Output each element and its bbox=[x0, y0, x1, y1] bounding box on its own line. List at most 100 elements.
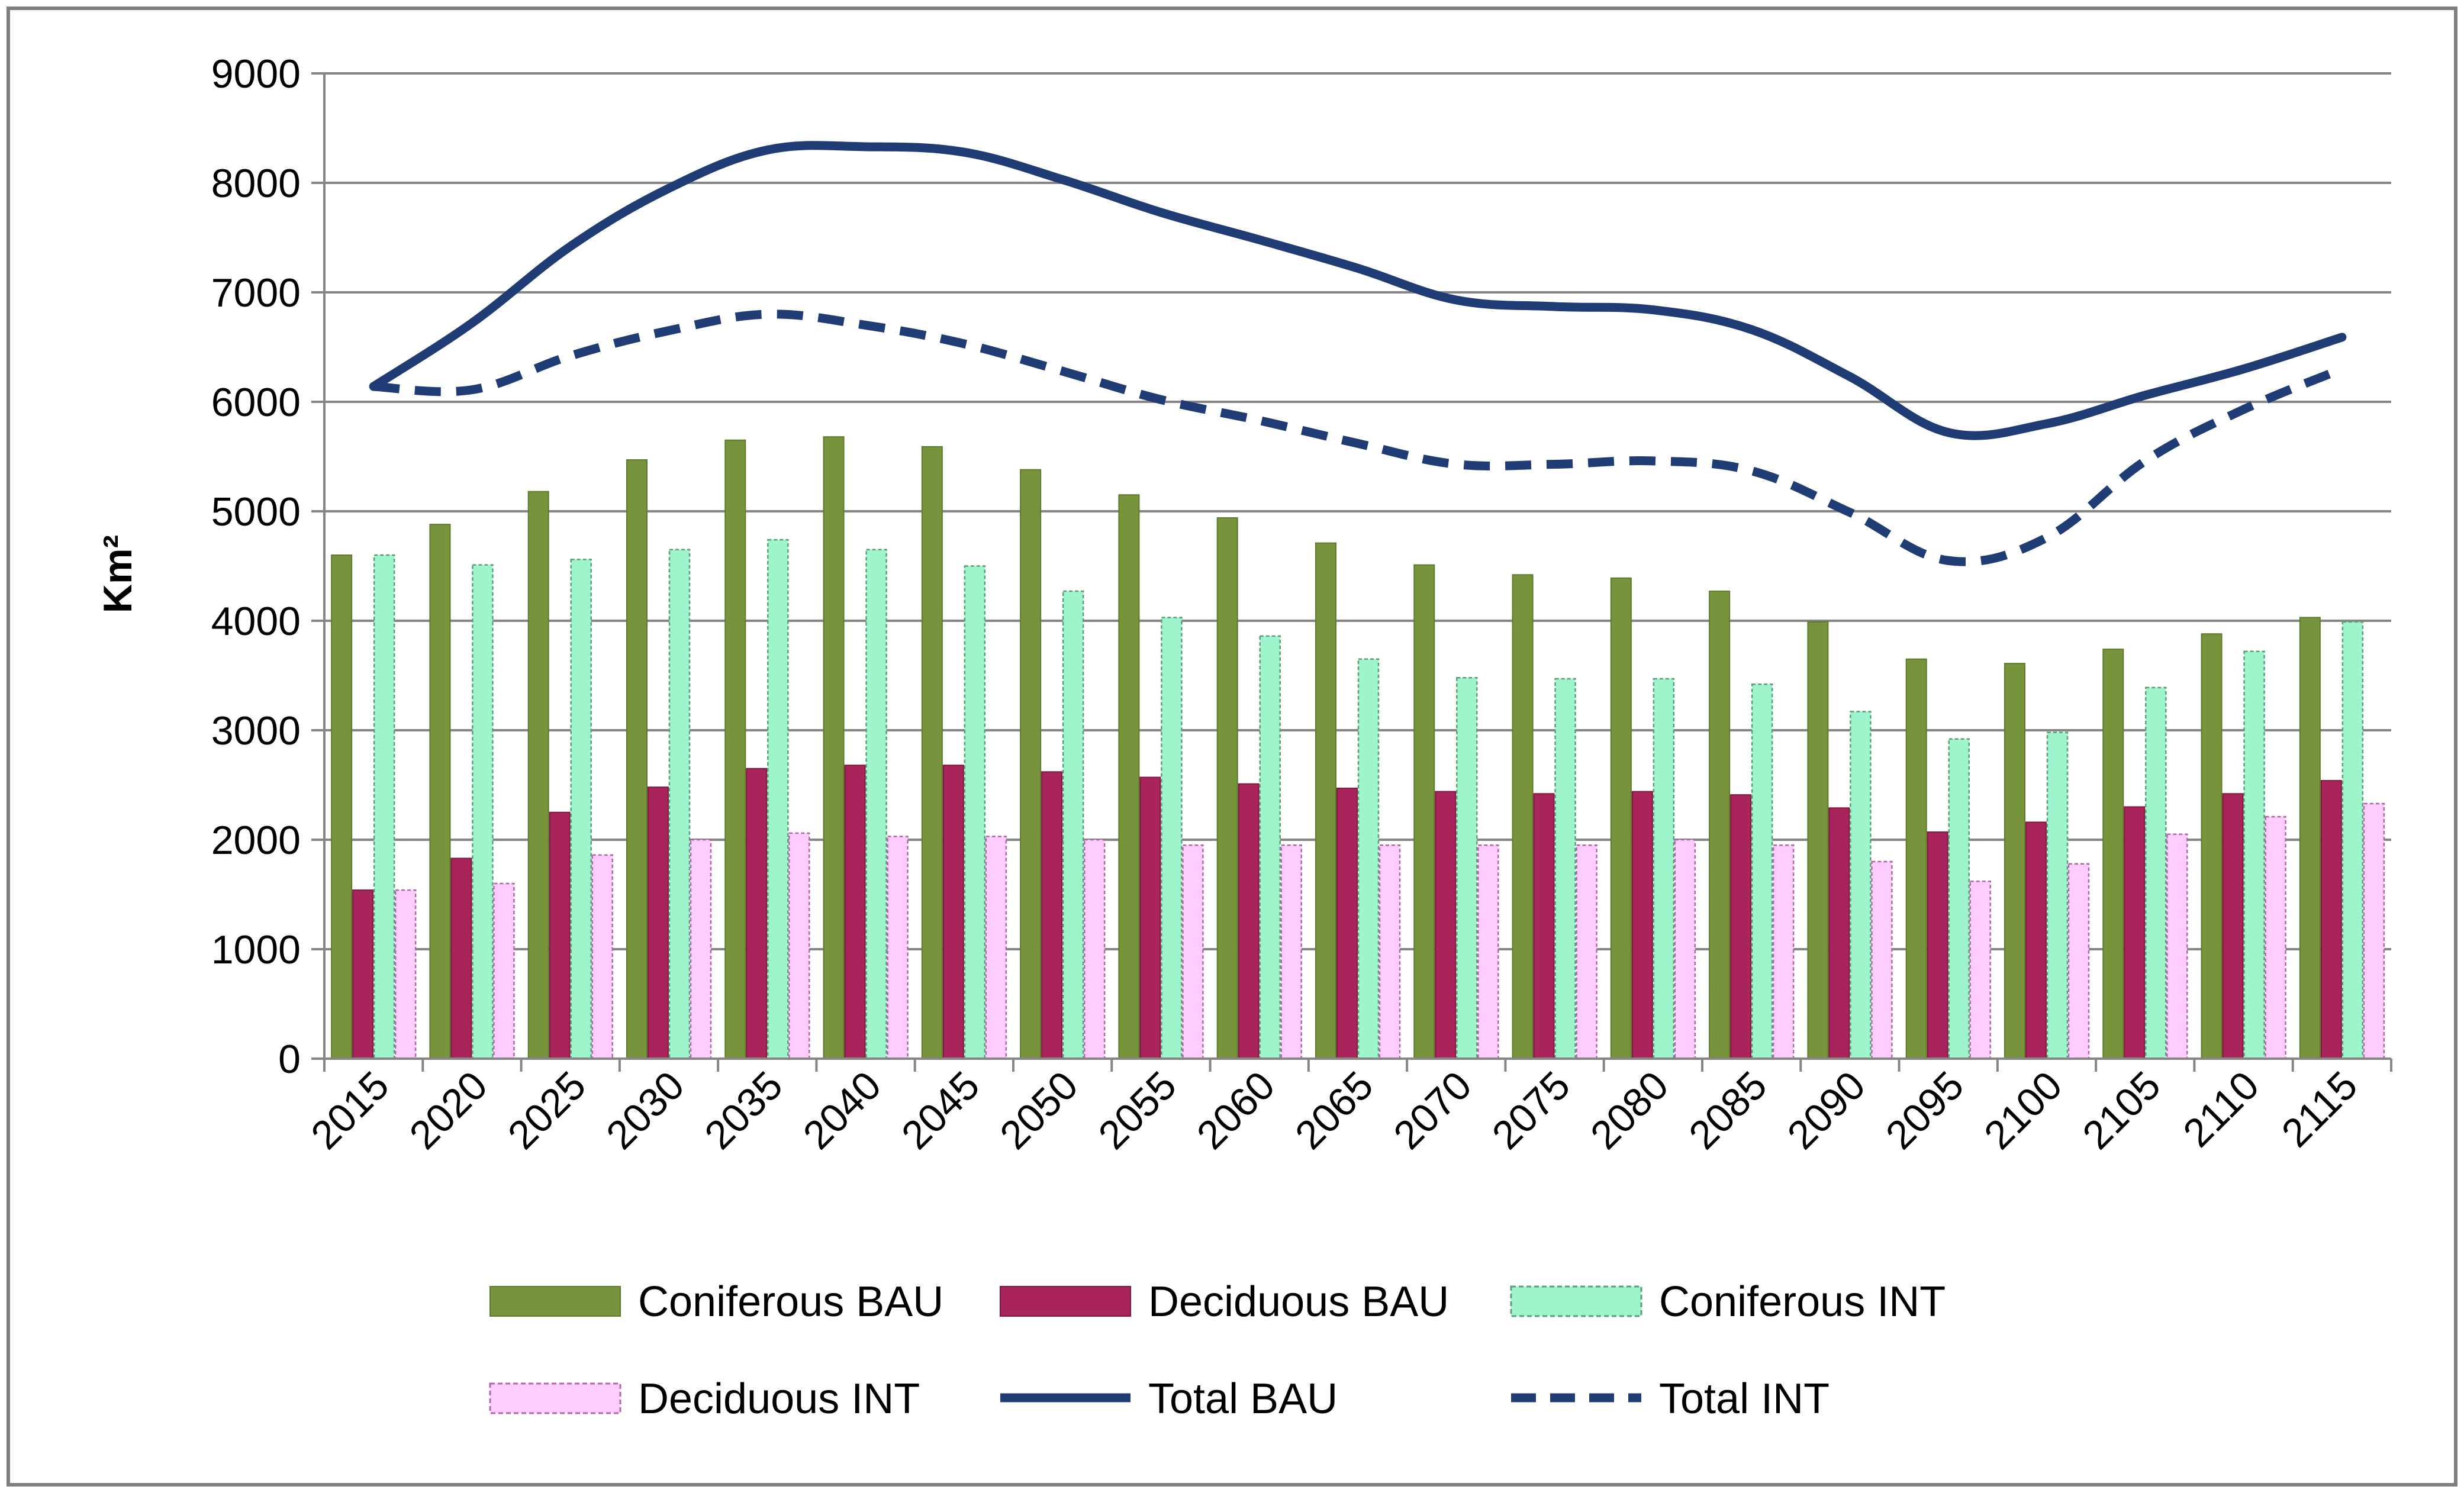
bar-coniferous-int bbox=[373, 554, 395, 1060]
bar-deciduous-int bbox=[2166, 833, 2188, 1060]
bar-coniferous-bau bbox=[1610, 577, 1632, 1059]
bar-coniferous-bau bbox=[1512, 574, 1534, 1059]
legend-swatch bbox=[1510, 1285, 1642, 1317]
bar-coniferous-bau bbox=[724, 439, 746, 1059]
y-axis-label: Km² bbox=[95, 535, 140, 613]
bar-deciduous-bau bbox=[1631, 791, 1653, 1059]
bar-deciduous-int bbox=[2265, 815, 2286, 1060]
bar-deciduous-bau bbox=[942, 765, 964, 1059]
bar-coniferous-bau bbox=[1020, 469, 1042, 1059]
y-tick-label: 0 bbox=[278, 1037, 301, 1082]
bar-deciduous-int bbox=[394, 889, 417, 1060]
bar-coniferous-int bbox=[1554, 678, 1576, 1060]
bar-coniferous-int bbox=[767, 539, 789, 1060]
bar-deciduous-bau bbox=[1336, 788, 1358, 1060]
bar-deciduous-int bbox=[1280, 844, 1302, 1060]
bar-deciduous-int bbox=[1969, 881, 1991, 1060]
y-tick-label: 8000 bbox=[211, 161, 301, 206]
bar-coniferous-int bbox=[1161, 617, 1183, 1060]
bar-coniferous-int bbox=[1751, 683, 1773, 1060]
bar-deciduous-int bbox=[2067, 863, 2090, 1060]
bar-coniferous-bau bbox=[527, 491, 549, 1059]
line-total-int bbox=[373, 309, 2344, 566]
bar-deciduous-bau bbox=[2222, 793, 2244, 1060]
bar-deciduous-int bbox=[1182, 844, 1204, 1060]
bar-coniferous-int bbox=[964, 565, 986, 1060]
y-tick-label: 2000 bbox=[211, 818, 301, 863]
bar-deciduous-bau bbox=[1828, 807, 1850, 1059]
bar-coniferous-bau bbox=[1118, 494, 1140, 1059]
bar-deciduous-int bbox=[1772, 844, 1795, 1060]
bar-coniferous-bau bbox=[429, 524, 451, 1059]
bar-deciduous-int bbox=[690, 839, 712, 1060]
bar-deciduous-bau bbox=[549, 811, 571, 1059]
legend-label: Deciduous BAU bbox=[1148, 1278, 1449, 1326]
bar-coniferous-bau bbox=[1709, 591, 1731, 1059]
bar-coniferous-int bbox=[1357, 658, 1380, 1060]
bar-coniferous-bau bbox=[1413, 564, 1435, 1059]
legend-label: Total INT bbox=[1659, 1375, 1830, 1423]
bar-coniferous-int bbox=[1456, 676, 1478, 1060]
legend-label: Coniferous BAU bbox=[638, 1278, 943, 1326]
y-tick-label: 5000 bbox=[211, 489, 301, 534]
legend-swatch bbox=[489, 1286, 621, 1317]
bar-coniferous-int bbox=[1948, 738, 1970, 1060]
y-tick-label: 6000 bbox=[211, 380, 301, 425]
y-tick-label: 3000 bbox=[211, 708, 301, 753]
bar-deciduous-int bbox=[887, 836, 909, 1060]
legend: Coniferous BAU Deciduous BAU Coniferous IN… bbox=[489, 1278, 1946, 1423]
bar-coniferous-int bbox=[1062, 590, 1084, 1060]
bar-deciduous-bau bbox=[844, 765, 866, 1059]
bar-coniferous-int bbox=[472, 564, 494, 1060]
y-tick-label: 4000 bbox=[211, 599, 301, 644]
bar-coniferous-int bbox=[1653, 678, 1675, 1060]
legend-label: Deciduous INT bbox=[638, 1375, 920, 1423]
bar-coniferous-bau bbox=[823, 436, 845, 1060]
lines bbox=[369, 141, 2347, 566]
bar-deciduous-bau bbox=[648, 786, 669, 1059]
bar-deciduous-bau bbox=[746, 768, 768, 1059]
bar-deciduous-bau bbox=[2124, 806, 2146, 1059]
bar-deciduous-bau bbox=[1041, 771, 1063, 1060]
bar-deciduous-int bbox=[1576, 844, 1597, 1060]
bar-deciduous-bau bbox=[1435, 791, 1457, 1059]
y-tick-label: 9000 bbox=[211, 51, 301, 96]
bar-coniferous-bau bbox=[1216, 517, 1238, 1059]
bar-deciduous-int bbox=[493, 882, 515, 1060]
bar-coniferous-int bbox=[1850, 711, 1872, 1060]
bar-deciduous-bau bbox=[1139, 776, 1161, 1060]
bar-coniferous-bau bbox=[1315, 542, 1336, 1059]
bar-coniferous-bau bbox=[1807, 621, 1829, 1059]
bar-deciduous-int bbox=[591, 854, 613, 1060]
y-tick-label: 1000 bbox=[211, 927, 301, 972]
bar-deciduous-bau bbox=[1730, 794, 1752, 1060]
bar-deciduous-int bbox=[1378, 844, 1401, 1060]
bar-deciduous-bau bbox=[1927, 831, 1948, 1060]
bar-deciduous-int bbox=[788, 832, 810, 1060]
legend-label: Coniferous INT bbox=[1659, 1278, 1946, 1326]
bar-coniferous-int bbox=[570, 559, 592, 1060]
legend-swatch bbox=[489, 1382, 621, 1414]
bars bbox=[331, 436, 2385, 1060]
bar-coniferous-bau bbox=[2201, 633, 2223, 1059]
bar-deciduous-int bbox=[1083, 839, 1106, 1060]
bar-deciduous-int bbox=[1674, 839, 1696, 1060]
bar-deciduous-bau bbox=[450, 857, 472, 1059]
bar-coniferous-bau bbox=[626, 459, 648, 1059]
legend-label: Total BAU bbox=[1148, 1375, 1338, 1423]
bar-coniferous-int bbox=[865, 549, 887, 1060]
bar-deciduous-bau bbox=[1533, 793, 1555, 1060]
bar-coniferous-int bbox=[2243, 650, 2265, 1060]
bar-coniferous-int bbox=[668, 549, 691, 1060]
bar-coniferous-bau bbox=[2004, 663, 2025, 1059]
bar-coniferous-bau bbox=[331, 554, 353, 1059]
bar-coniferous-int bbox=[2341, 621, 2364, 1060]
bar-deciduous-bau bbox=[2025, 821, 2047, 1060]
bar-coniferous-int bbox=[2046, 731, 2069, 1060]
bar-coniferous-int bbox=[2145, 686, 2167, 1060]
legend-swatch bbox=[1000, 1286, 1131, 1317]
bar-deciduous-int bbox=[1477, 844, 1499, 1060]
bar-deciduous-bau bbox=[1238, 783, 1260, 1060]
